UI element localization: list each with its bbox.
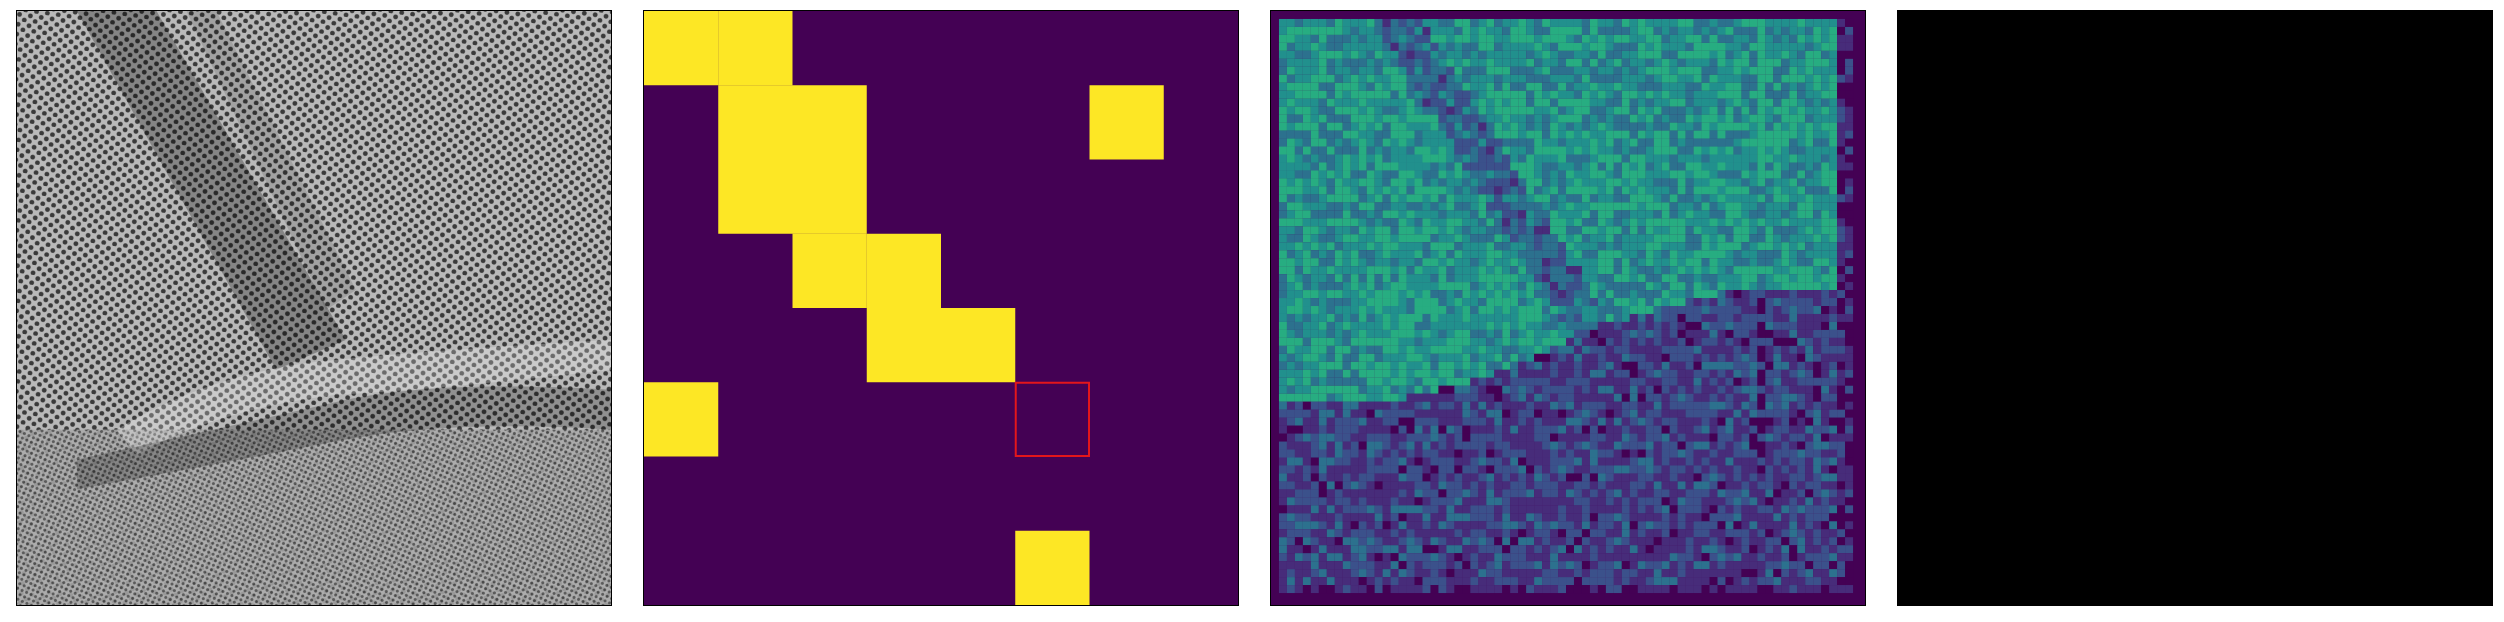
patch-mask-grid xyxy=(644,11,1238,605)
heatmap-cells xyxy=(1278,18,1854,594)
mask-cell-on xyxy=(1015,530,1090,605)
blank-panel xyxy=(1897,10,2493,606)
mask-cell-on xyxy=(866,233,941,308)
highlight-box xyxy=(1014,381,1090,457)
heatmap-image xyxy=(1271,11,1865,605)
mask-cell-on xyxy=(718,85,793,160)
micrograph-panel xyxy=(16,10,612,606)
mask-cell-on xyxy=(1089,85,1164,160)
patch-mask-panel xyxy=(643,10,1239,606)
mask-cell-on xyxy=(941,308,1016,383)
micrograph-image xyxy=(17,11,611,605)
mask-cell-on xyxy=(792,233,867,308)
mask-cell-on xyxy=(718,11,793,86)
mask-cell-on xyxy=(718,159,793,234)
mask-cell-on xyxy=(644,382,719,457)
mask-cell-on xyxy=(792,159,867,234)
mask-cell-on xyxy=(644,11,719,86)
mask-cell-on xyxy=(866,308,941,383)
heatmap-panel xyxy=(1270,10,1866,606)
mask-cell-on xyxy=(792,85,867,160)
